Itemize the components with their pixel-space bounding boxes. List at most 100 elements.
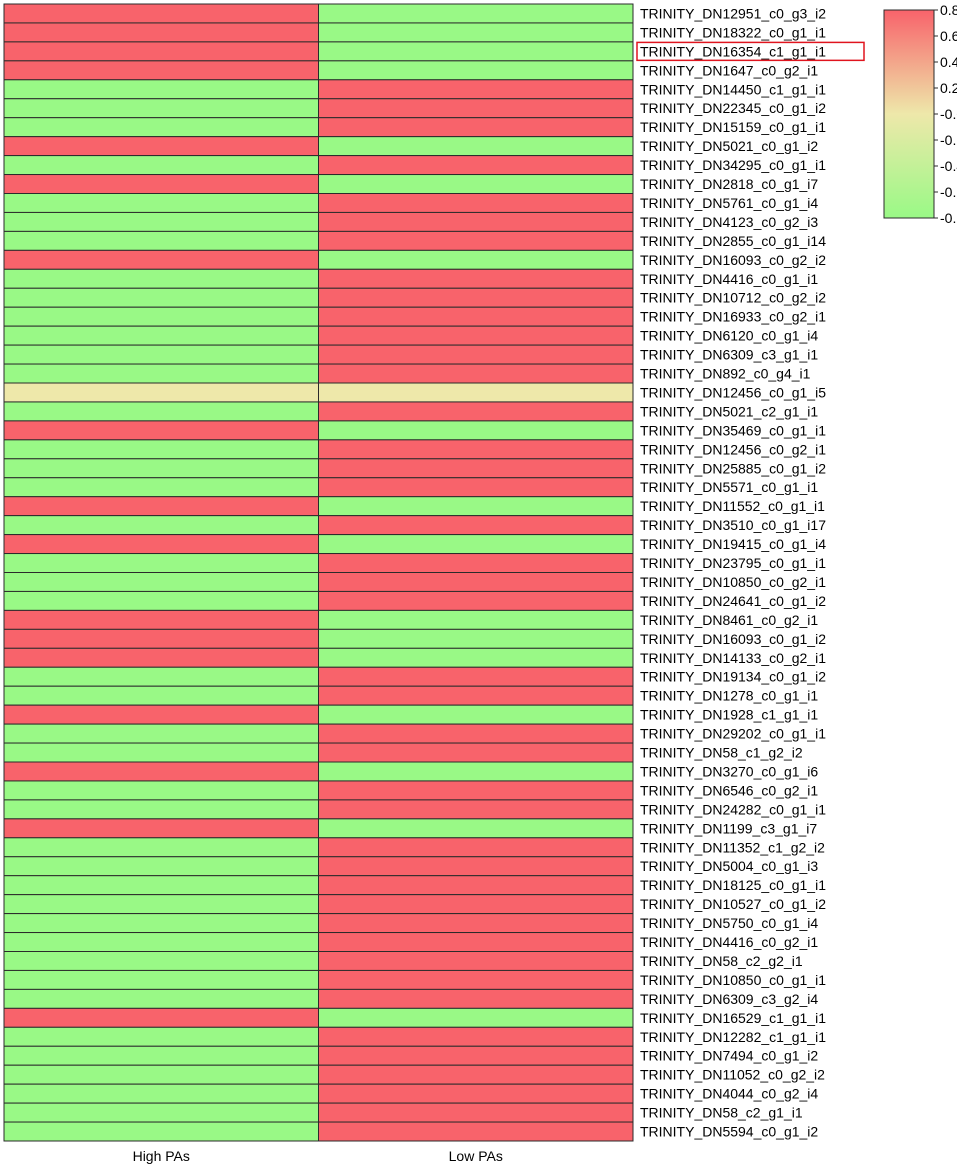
heatmap-cell xyxy=(318,951,634,971)
heatmap-cell xyxy=(318,306,634,327)
heatmap-cell xyxy=(318,1121,634,1142)
heatmap-cell xyxy=(3,79,319,100)
heatmap-cell xyxy=(3,951,319,971)
heatmap-cell xyxy=(3,344,319,365)
row-label: TRINITY_DN58_c1_g2_i2 xyxy=(640,745,803,761)
heatmap-cell xyxy=(3,780,319,801)
heatmap-cell xyxy=(3,98,319,119)
row-label: TRINITY_DN1647_c0_g2_i1 xyxy=(640,62,818,78)
heatmap-cell xyxy=(3,60,319,81)
row-label: TRINITY_DN4416_c0_g2_i1 xyxy=(640,934,818,950)
row-label: TRINITY_DN4044_c0_g2_i4 xyxy=(640,1086,818,1102)
row-label: TRINITY_DN3510_c0_g1_i17 xyxy=(640,517,826,533)
heatmap-cell xyxy=(318,1007,634,1028)
colorbar-tick-label: -0.00 xyxy=(940,106,957,122)
heatmap-cell xyxy=(318,856,634,877)
column-labels: High PAs Low PAs xyxy=(133,1148,503,1164)
heatmap-cell xyxy=(318,988,634,1009)
row-label: TRINITY_DN6309_c3_g2_i4 xyxy=(640,991,818,1007)
heatmap-cell xyxy=(3,515,319,536)
heatmap-cell xyxy=(3,382,319,403)
heatmap-cell xyxy=(318,761,634,782)
row-label: TRINITY_DN4416_c0_g1_i1 xyxy=(640,271,818,287)
row-label: TRINITY_DN4123_c0_g2_i3 xyxy=(640,214,818,230)
row-label: TRINITY_DN14133_c0_g2_i1 xyxy=(640,650,826,666)
heatmap-cell xyxy=(318,363,634,384)
heatmap-cell xyxy=(3,1102,319,1123)
row-label: TRINITY_DN22345_c0_g1_i2 xyxy=(640,100,826,116)
heatmap-cell xyxy=(318,287,634,308)
row-label: TRINITY_DN2818_c0_g1_i7 xyxy=(640,176,818,192)
heatmap-cell xyxy=(3,609,319,630)
heatmap-cell xyxy=(318,666,634,687)
row-label: TRINITY_DN18125_c0_g1_i1 xyxy=(640,877,826,893)
heatmap-cell xyxy=(3,230,319,251)
row-label: TRINITY_DN10712_c0_g2_i2 xyxy=(640,290,826,306)
heatmap-cell xyxy=(318,249,634,270)
row-label: TRINITY_DN58_c2_g2_i1 xyxy=(640,953,803,969)
heatmap-cell xyxy=(318,211,634,232)
row-label: TRINITY_DN25885_c0_g1_i2 xyxy=(640,460,826,476)
heatmap-cell xyxy=(3,723,319,744)
heatmap-cell xyxy=(3,856,319,877)
heatmap-cell xyxy=(3,761,319,782)
row-label: TRINITY_DN10850_c0_g2_i1 xyxy=(640,574,826,590)
row-label: TRINITY_DN5750_c0_g1_i4 xyxy=(640,915,818,931)
row-label: TRINITY_DN1928_c1_g1_i1 xyxy=(640,707,818,723)
heatmap-cell xyxy=(318,572,634,592)
heatmap-cell xyxy=(3,1064,319,1085)
heatmap-cell xyxy=(318,515,634,536)
heatmap-cell xyxy=(3,193,319,213)
row-label: TRINITY_DN5021_c0_g1_i2 xyxy=(640,138,818,154)
row-label: TRINITY_DN5594_c0_g1_i2 xyxy=(640,1124,818,1140)
heatmap-cell xyxy=(318,837,634,858)
heatmap-cell xyxy=(3,3,319,24)
heatmap-cell xyxy=(318,913,634,934)
heatmap-cell xyxy=(3,136,319,157)
heatmap-cell xyxy=(3,932,319,952)
row-label: TRINITY_DN6120_c0_g1_i4 xyxy=(640,328,818,344)
row-label: TRINITY_DN3270_c0_g1_i6 xyxy=(640,763,818,779)
heatmap-cell xyxy=(318,1083,634,1104)
colorbar-tick-label: -0.80 xyxy=(940,210,957,226)
heatmap-cell xyxy=(3,628,319,649)
row-label: TRINITY_DN12456_c0_g1_i5 xyxy=(640,384,826,400)
row-label: TRINITY_DN16093_c0_g1_i2 xyxy=(640,631,826,647)
heatmap-cell xyxy=(318,704,634,725)
heatmap-cell xyxy=(318,534,634,555)
heatmap-cell xyxy=(318,742,634,763)
heatmap-cell xyxy=(3,685,319,706)
colorbar-tick-label: -0.20 xyxy=(940,132,957,148)
colorbar-tick-label: 0.60 xyxy=(940,28,957,44)
heatmap-cell xyxy=(318,894,634,915)
row-label: TRINITY_DN15159_c0_g1_i1 xyxy=(640,119,826,135)
row-label: TRINITY_DN12951_c0_g3_i2 xyxy=(640,5,826,21)
heatmap-cell xyxy=(3,401,319,422)
row-label: TRINITY_DN18322_c0_g1_i1 xyxy=(640,24,826,40)
heatmap-cell xyxy=(3,1045,319,1066)
row-label: TRINITY_DN24282_c0_g1_i1 xyxy=(640,801,826,817)
row-label: TRINITY_DN16529_c1_g1_i1 xyxy=(640,1010,826,1026)
heatmap-cell xyxy=(3,969,319,990)
heatmap-cell xyxy=(3,1121,319,1142)
colorbar-tick-label: -0.60 xyxy=(940,184,957,200)
heatmap-cell xyxy=(318,439,634,460)
heatmap-cell xyxy=(318,174,634,195)
color-scale-legend: 0.80 0.60 0.40 0.20 -0.00 -0.20 -0.40 -0.60 -0.8… xyxy=(883,2,957,226)
heatmap-cell xyxy=(318,60,634,81)
heatmap-cell xyxy=(3,1007,319,1028)
heatmap-cell xyxy=(3,590,319,611)
row-label: TRINITY_DN1199_c3_g1_i7 xyxy=(640,820,817,836)
heatmap-cell xyxy=(318,590,634,611)
heatmap-cell xyxy=(3,496,319,517)
heatmap-cell xyxy=(318,609,634,630)
heatmap-cell xyxy=(3,211,319,232)
heatmap-cells xyxy=(3,3,634,1142)
row-label: TRINITY_DN5761_c0_g1_i4 xyxy=(640,195,818,211)
heatmap-cell xyxy=(3,439,319,460)
row-label: TRINITY_DN11052_c0_g2_i2 xyxy=(640,1067,825,1083)
heatmap-cell xyxy=(3,287,319,308)
heatmap-cell xyxy=(318,780,634,801)
row-label: TRINITY_DN892_c0_g4_i1 xyxy=(640,366,811,382)
colorbar-tick-label: -0.40 xyxy=(940,158,957,174)
